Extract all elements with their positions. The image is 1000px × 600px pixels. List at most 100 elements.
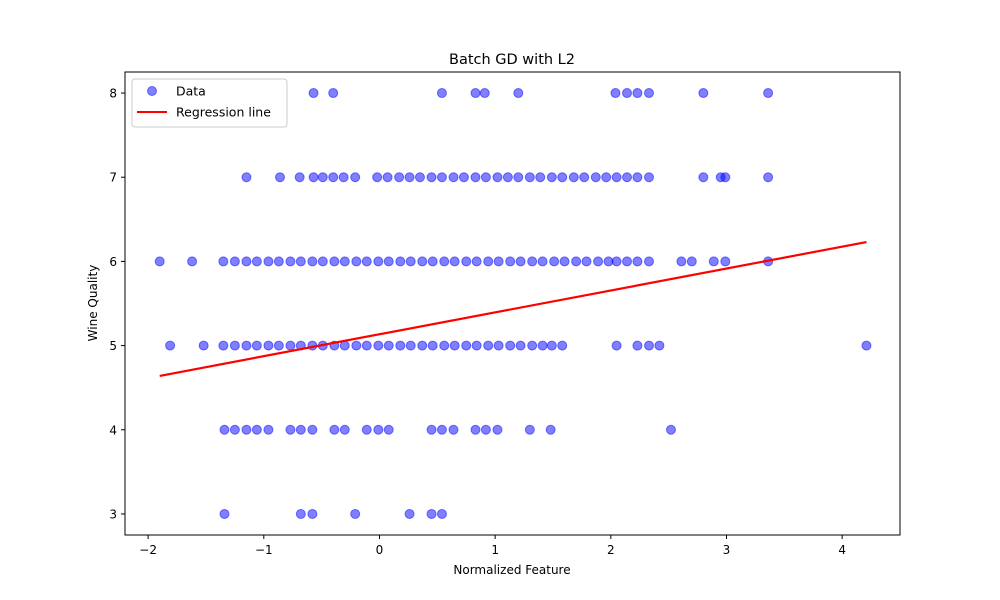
data-point [763, 88, 774, 99]
data-point [632, 172, 643, 183]
data-point [527, 340, 538, 351]
data-point [154, 256, 165, 267]
data-point [632, 88, 643, 99]
data-point [470, 88, 481, 99]
data-point [273, 340, 284, 351]
x-tick-label: 1 [491, 543, 499, 557]
data-point [643, 88, 654, 99]
data-point [229, 256, 240, 267]
data-point [285, 424, 296, 435]
data-point [590, 172, 601, 183]
data-point [373, 256, 384, 267]
data-point [426, 508, 437, 519]
x-tick-label: −1 [255, 543, 273, 557]
data-point [436, 172, 447, 183]
data-point [263, 256, 274, 267]
data-point [373, 340, 384, 351]
data-point [436, 424, 447, 435]
data-point [285, 256, 296, 267]
data-point [383, 340, 394, 351]
x-tick-label: 3 [723, 543, 731, 557]
data-point [448, 424, 459, 435]
data-point [720, 256, 731, 267]
data-point [622, 256, 633, 267]
data-point [165, 340, 176, 351]
x-tick-label: −2 [139, 543, 157, 557]
data-point [263, 424, 274, 435]
legend: Data Regression line [131, 78, 288, 128]
y-tick-label: 6 [109, 255, 117, 269]
data-point [405, 340, 416, 351]
y-tick-label: 5 [109, 339, 117, 353]
data-point [229, 340, 240, 351]
data-point [611, 256, 622, 267]
data-point [187, 256, 198, 267]
data-point [405, 256, 416, 267]
data-point [361, 256, 372, 267]
data-point [537, 340, 548, 351]
data-point [581, 256, 592, 267]
data-point [295, 508, 306, 519]
data-point [493, 256, 504, 267]
data-point [449, 340, 460, 351]
data-point [417, 340, 428, 351]
data-point [219, 424, 230, 435]
data-point [632, 340, 643, 351]
data-point [275, 172, 285, 183]
data-point [492, 172, 503, 183]
data-point [394, 172, 405, 183]
x-tick-label: 4 [838, 543, 846, 557]
data-point [571, 256, 582, 267]
data-point [471, 340, 482, 351]
x-tick-label: 2 [607, 543, 615, 557]
data-point [470, 424, 481, 435]
data-point [568, 172, 579, 183]
data-point [549, 256, 560, 267]
data-point [218, 340, 229, 351]
data-point [395, 340, 406, 351]
data-point [263, 340, 274, 351]
data-point [622, 172, 633, 183]
data-point [537, 256, 548, 267]
data-point [461, 256, 472, 267]
data-point [439, 256, 450, 267]
data-point [350, 508, 361, 519]
data-point [273, 256, 284, 267]
data-point [763, 172, 774, 183]
data-point [513, 88, 524, 99]
data-point [448, 172, 459, 183]
data-point [643, 172, 654, 183]
data-point [329, 424, 340, 435]
data-point [593, 256, 604, 267]
y-axis-label: Wine Quality [86, 265, 100, 342]
legend-box [131, 78, 288, 128]
data-point [295, 256, 306, 267]
data-point [698, 88, 709, 99]
x-axis-label: Normalized Feature [453, 563, 570, 577]
data-point [427, 256, 438, 267]
data-point [307, 508, 318, 519]
data-point [559, 256, 570, 267]
plot-area [124, 71, 901, 536]
data-point [383, 424, 394, 435]
data-point [505, 256, 516, 267]
data-point [307, 256, 318, 267]
regression-line [159, 240, 867, 377]
data-point [427, 340, 438, 351]
data-point [492, 424, 503, 435]
data-point [439, 340, 450, 351]
data-point [404, 508, 415, 519]
data-point [328, 172, 339, 183]
data-point [515, 256, 526, 267]
data-point [535, 172, 546, 183]
data-point [470, 172, 481, 183]
data-point [294, 172, 305, 183]
data-point [676, 256, 687, 267]
data-point [557, 172, 568, 183]
data-point [339, 424, 350, 435]
axes-frame [124, 71, 901, 536]
data-point [502, 172, 513, 183]
data-point [546, 172, 557, 183]
data-point [307, 424, 318, 435]
data-point [251, 424, 262, 435]
